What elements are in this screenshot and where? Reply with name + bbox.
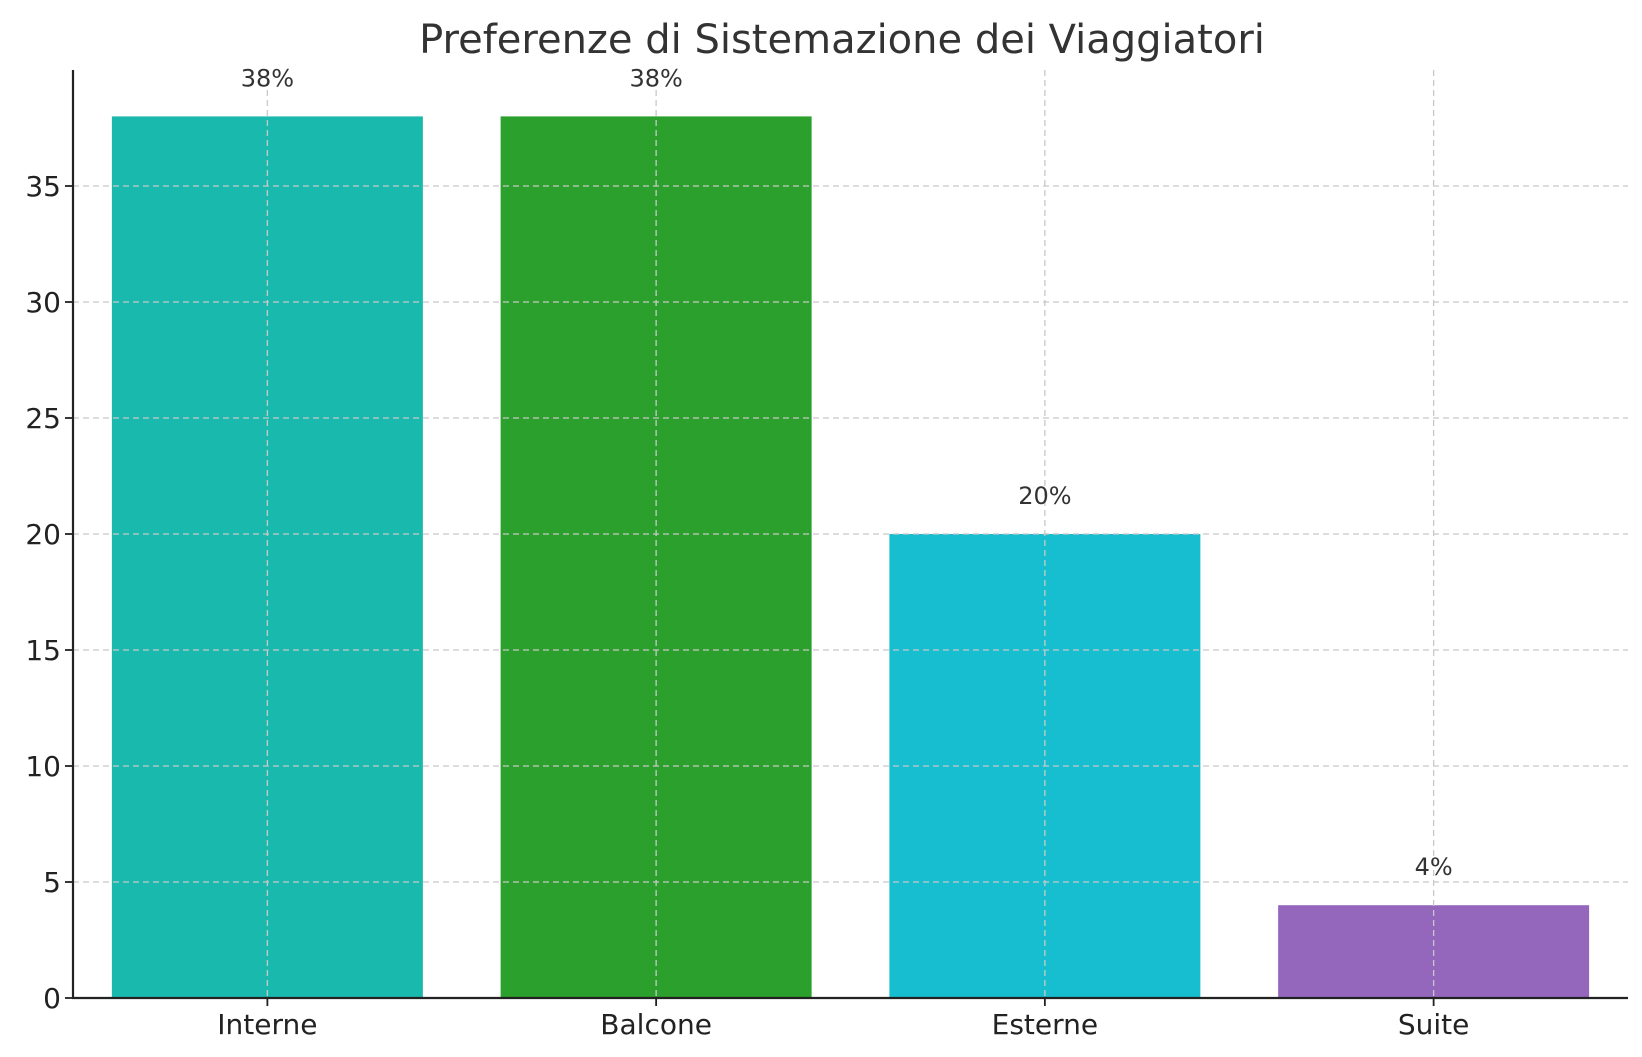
- y-tick-label: 20: [25, 518, 61, 551]
- axes: [65, 70, 1628, 1006]
- y-tick-label: 0: [43, 982, 61, 1015]
- data-label: 38%: [241, 64, 294, 92]
- y-tick-label: 15: [25, 634, 61, 667]
- grid-lines: [73, 70, 1628, 998]
- labels: 0 5 10 15 20 25 30 35 Interne Balcone Esterne Suite…: [25, 64, 1469, 1041]
- x-tick-label: Esterne: [992, 1008, 1098, 1041]
- x-tick-label: Balcone: [600, 1008, 712, 1041]
- y-tick-label: 25: [25, 402, 61, 435]
- x-tick-label: Interne: [217, 1008, 317, 1041]
- data-label: 38%: [629, 64, 682, 92]
- chart-title: Preferenze di Sistemazione dei Viaggiato…: [419, 17, 1265, 63]
- y-tick-label: 30: [25, 286, 61, 319]
- y-tick-label: 35: [25, 170, 61, 203]
- x-tick-label: Suite: [1398, 1008, 1470, 1041]
- y-tick-label: 10: [25, 750, 61, 783]
- data-label: 4%: [1415, 853, 1453, 881]
- y-tick-label: 5: [43, 866, 61, 899]
- bars: [111, 116, 1590, 998]
- data-label: 20%: [1018, 482, 1071, 510]
